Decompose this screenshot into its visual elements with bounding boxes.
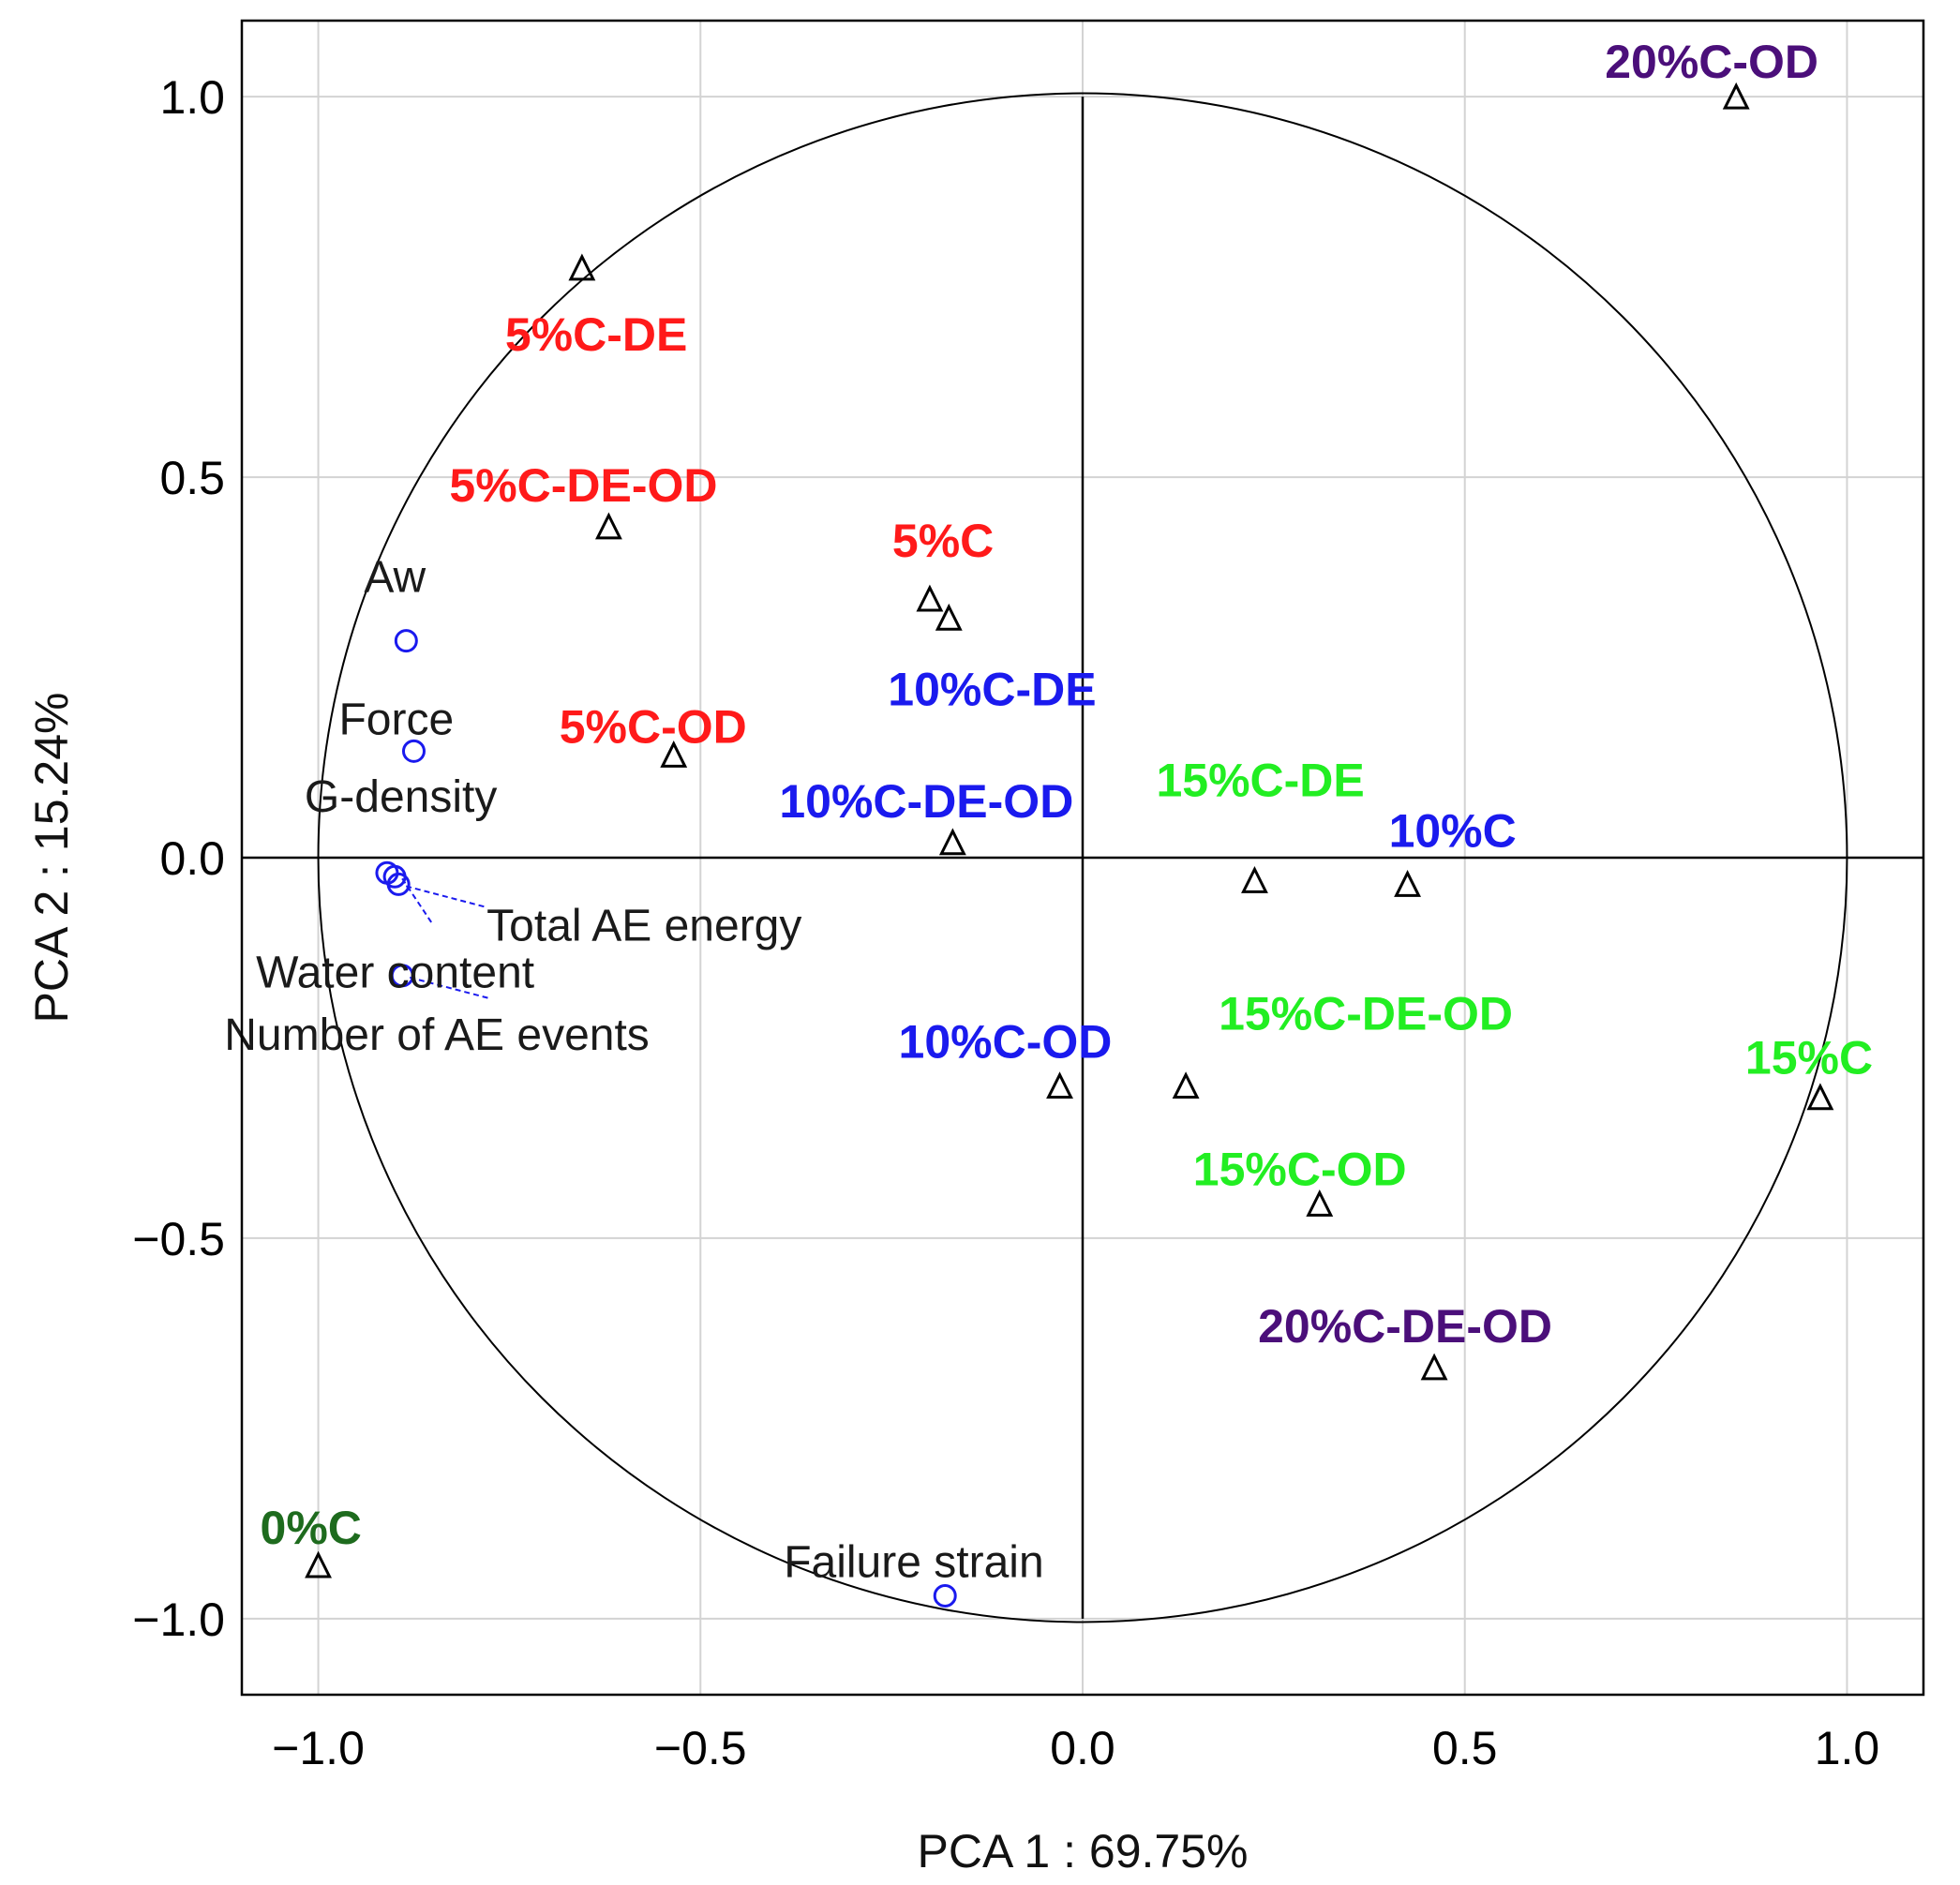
sample-label: 15%C-OD <box>1193 1143 1407 1195</box>
sample-label: 20%C-OD <box>1605 36 1818 88</box>
sample-label: 20%C-DE-OD <box>1258 1300 1552 1353</box>
variable-leader-line <box>405 885 486 908</box>
variable-label: Number of AE events <box>224 1010 650 1060</box>
variable-label: Force <box>338 695 454 744</box>
sample-marker <box>305 1550 332 1578</box>
sample-marker <box>1420 1353 1448 1381</box>
sample-marker <box>916 584 944 612</box>
sample-marker <box>1722 82 1750 110</box>
x-tick-label: −0.5 <box>654 1722 747 1774</box>
variable-label: G-density <box>305 772 497 822</box>
sample-label: 5%C-DE <box>505 308 687 361</box>
sample-marker <box>1046 1071 1073 1100</box>
sample-label: 15%C-DE <box>1156 754 1364 806</box>
y-tick-label: −1.0 <box>132 1593 225 1646</box>
variable-label: Failure strain <box>784 1537 1043 1587</box>
y-tick-label: 0.0 <box>159 832 225 885</box>
sample-label: 10%C <box>1389 804 1517 857</box>
sample-label: 5%C <box>892 515 994 567</box>
y-axis-title: PCA 2 : 15.24% <box>25 692 78 1023</box>
y-tick-label: −0.5 <box>132 1213 225 1265</box>
variable-marker <box>382 864 407 889</box>
sample-marker <box>935 603 963 631</box>
variable-label: Water content <box>256 948 534 997</box>
x-tick-label: −1.0 <box>272 1722 365 1774</box>
sample-marker <box>938 828 966 856</box>
sample-marker <box>1306 1189 1334 1217</box>
sample-label: 10%C-OD <box>899 1016 1113 1069</box>
x-tick-label: 0.0 <box>1050 1722 1115 1774</box>
sample-marker <box>1241 866 1268 893</box>
y-tick-label: 1.0 <box>159 71 225 124</box>
variable-marker <box>401 739 426 763</box>
variable-marker <box>394 629 418 653</box>
variable-leader-line <box>401 877 433 924</box>
sample-label: 5%C-DE-OD <box>449 459 717 512</box>
sample-label: 5%C-OD <box>560 700 747 753</box>
leader-lines <box>401 877 489 999</box>
x-tick-label: 1.0 <box>1815 1722 1880 1774</box>
sample-marker <box>594 512 622 540</box>
sample-label: 10%C-DE-OD <box>779 775 1073 828</box>
plot-frame <box>240 19 1925 1697</box>
variable-label: Total AE energy <box>486 901 801 950</box>
variable-label: Aw <box>364 553 426 603</box>
sample-marker <box>1806 1083 1834 1111</box>
sample-marker <box>1394 870 1421 897</box>
markers <box>305 82 1834 1608</box>
sample-marker <box>1172 1071 1200 1100</box>
sample-label: 15%C <box>1745 1032 1873 1085</box>
tick-labels: −1.0 −0.5 0.0 0.5 1.0 −1.0 −0.5 0.0 0.5 1.0 <box>132 71 1879 1774</box>
x-axis-title: PCA 1 : 69.75% <box>917 1825 1248 1878</box>
y-tick-label: 0.5 <box>159 452 225 504</box>
variable-marker <box>933 1583 957 1608</box>
variable-leader-line <box>409 976 489 999</box>
sample-label: 15%C-DE-OD <box>1219 988 1513 1040</box>
variable-marker <box>390 964 414 988</box>
sample-marker <box>568 253 596 281</box>
sample-marker <box>660 741 688 768</box>
sample-label: 0%C <box>261 1502 362 1554</box>
sample-label: 10%C-DE <box>888 663 1096 715</box>
x-tick-label: 0.5 <box>1432 1722 1498 1774</box>
